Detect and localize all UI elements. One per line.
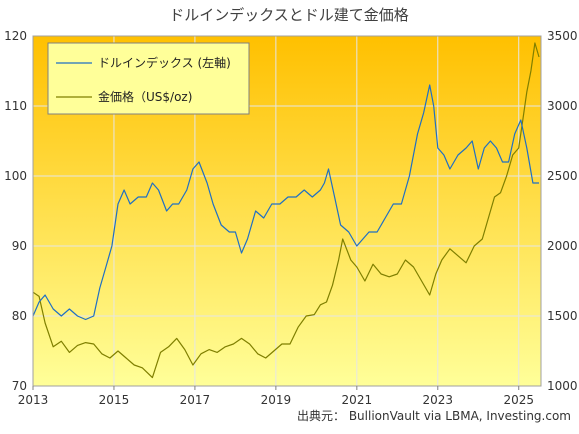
right-tick-label: 1000 bbox=[547, 379, 578, 393]
series-line-gold bbox=[33, 42, 540, 379]
legend: ドルインデックス (左軸) 金価格（US$/oz) bbox=[47, 42, 250, 115]
left-axis: 70 80 90 100 110 120 bbox=[4, 29, 27, 393]
legend-label-dollar-index: ドルインデックス (左軸) bbox=[98, 55, 231, 70]
right-axis: 1000 1500 2000 2500 3000 3500 bbox=[547, 29, 578, 393]
right-tick-label: 1500 bbox=[547, 309, 578, 323]
left-tick-label: 120 bbox=[4, 29, 27, 43]
legend-box bbox=[47, 42, 250, 115]
series-layer bbox=[33, 42, 540, 379]
left-tick-label: 100 bbox=[4, 169, 27, 183]
chart-title: ドルインデックスとドル建て金価格 bbox=[169, 6, 409, 24]
right-tick-label: 2500 bbox=[547, 169, 578, 183]
x-tick-label: 2015 bbox=[99, 393, 130, 407]
x-tick-label: 2019 bbox=[261, 393, 292, 407]
series-line-dollar-index bbox=[33, 84, 539, 321]
legend-label-gold: 金価格（US$/oz) bbox=[98, 89, 192, 104]
left-tick-label: 70 bbox=[12, 379, 27, 393]
left-tick-label: 80 bbox=[12, 309, 27, 323]
left-tick-label: 90 bbox=[12, 239, 27, 253]
x-tick-label: 2025 bbox=[503, 393, 534, 407]
x-tick-label: 2023 bbox=[423, 393, 454, 407]
x-tick-label: 2017 bbox=[180, 393, 211, 407]
left-tick-label: 110 bbox=[4, 99, 27, 113]
right-tick-label: 2000 bbox=[547, 239, 578, 253]
right-tick-label: 3500 bbox=[547, 29, 578, 43]
plot-frame bbox=[32, 35, 542, 387]
right-tick-label: 3000 bbox=[547, 99, 578, 113]
source-credit: 出典元： BullionVault via LBMA, Investing.co… bbox=[297, 409, 571, 423]
x-tick-label: 2013 bbox=[18, 393, 49, 407]
x-axis: 2013 2015 2017 2019 2021 2023 2025 bbox=[18, 386, 534, 407]
x-tick-label: 2021 bbox=[342, 393, 373, 407]
